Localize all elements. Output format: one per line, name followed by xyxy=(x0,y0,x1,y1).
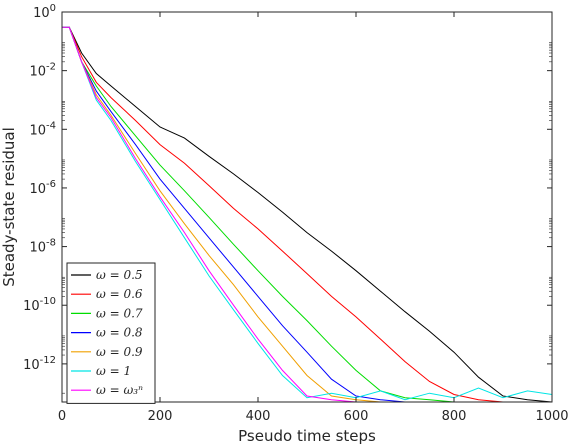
plot-frame xyxy=(61,11,553,403)
x-tick-label-1: 200 xyxy=(148,409,173,424)
legend-label-2: ω = 0.7 xyxy=(96,306,143,320)
legend-label-3: ω = 0.8 xyxy=(96,326,143,340)
y-axis-label: Steady-state residual xyxy=(0,127,18,287)
legend-label-1: ω = 0.6 xyxy=(96,287,143,301)
series-line-1 xyxy=(62,26,552,403)
legend-label-0: ω = 0.5 xyxy=(96,268,143,282)
y-tick-label-1: 10-2 xyxy=(29,62,56,80)
y-tick-label-2: 10-4 xyxy=(29,120,56,138)
x-tick-label-5: 1000 xyxy=(535,409,568,424)
legend-label-5: ω = 1 xyxy=(96,364,131,378)
series-line-5 xyxy=(62,26,553,401)
y-tick-label-5: 10-10 xyxy=(23,296,56,314)
x-tick-label-3: 600 xyxy=(344,409,369,424)
y-tick-label-6: 10-12 xyxy=(23,355,56,373)
x-tick-label-2: 400 xyxy=(246,409,271,424)
y-tick-label-0: 100 xyxy=(33,3,56,21)
ticks-layer xyxy=(61,11,553,402)
y-tick-label-3: 10-6 xyxy=(29,179,56,197)
y-tick-label-4: 10-8 xyxy=(29,238,56,256)
legend: ω = 0.5 ω = 0.6 ω = 0.7 ω = 0.8 ω = 0.9 ω = 1… xyxy=(66,262,156,404)
x-axis-label: Pseudo time steps xyxy=(238,427,376,445)
tick-labels-layer: 0 200 400 600 800 1000 100 10-2 10-4 10-6 10-8 10-1… xyxy=(23,3,568,424)
series-line-0 xyxy=(62,26,553,403)
legend-label-6: ω = ω₃ⁿ xyxy=(96,383,143,397)
x-tick-label-0: 0 xyxy=(58,409,66,424)
legend-label-4: ω = 0.9 xyxy=(96,345,143,359)
x-tick-label-4: 800 xyxy=(442,409,467,424)
